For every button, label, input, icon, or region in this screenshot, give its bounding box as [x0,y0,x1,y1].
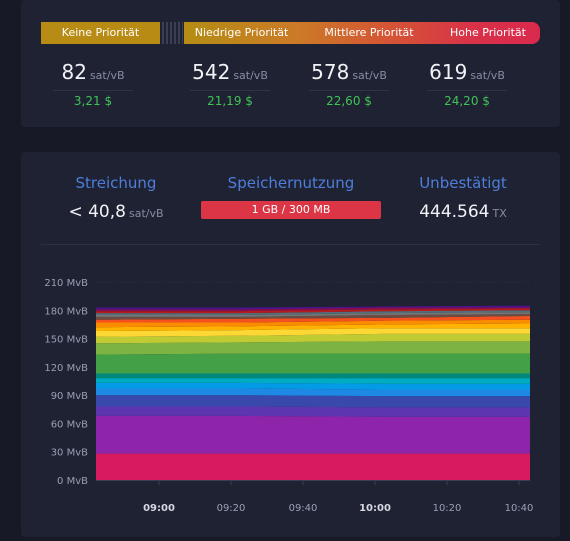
priority-gap-hatch [162,22,183,44]
fee-band-area[interactable] [96,315,530,323]
x-tick-label: 09:00 [143,503,175,514]
y-tick-label: 0 MvB [57,476,88,487]
fee-none: 82 sat/vB 3,21 $ [38,60,148,109]
fee-band-area[interactable] [96,415,530,454]
y-tick-label: 60 MvB [51,419,88,430]
y-tick-label: 210 MvB [44,278,88,289]
unconfirmed-stat: Unbestätigt 444.564 TX [403,174,523,222]
fee-band-area[interactable] [96,341,530,355]
memory-usage-bar: 1 GB / 300 MB [201,201,381,219]
priority-gradient-bar [184,22,540,44]
priority-high-label[interactable]: Hohe Priorität [450,26,526,39]
fee-band-area[interactable] [96,333,530,344]
fee-high-usd: 24,20 $ [427,90,507,108]
fee-band-area[interactable] [96,323,530,332]
fee-band-area[interactable] [96,453,530,480]
y-tick-label: 180 MvB [44,306,88,317]
unconfirmed-label: Unbestätigt [419,174,507,192]
y-tick-label: 30 MvB [51,448,88,459]
fee-low-unit: sat/vB [233,69,268,82]
fee-band-area[interactable] [96,388,530,397]
fee-band-area[interactable] [96,310,530,315]
y-tick-label: 120 MvB [44,363,88,374]
priority-mid-label[interactable]: Mittlere Priorität [324,26,414,39]
mempool-card: Streichung < 40,8 sat/vB Speichernutzung … [21,152,560,537]
fee-band-area[interactable] [96,378,530,384]
fee-mid-value: 578 [311,60,350,84]
x-tick-label: 09:40 [289,503,318,514]
fee-band-area[interactable] [96,305,530,310]
purge-value: < 40,8 [68,202,126,222]
fee-low-value: 542 [192,60,231,84]
memory-stat: Speichernutzung 1 GB / 300 MB [201,174,381,219]
fee-high: 619 sat/vB 24,20 $ [412,60,522,109]
x-tick-label: 10:40 [505,503,534,514]
y-tick-label: 90 MvB [51,391,88,402]
fee-band-area[interactable] [96,308,530,314]
x-tick-label: 10:20 [433,503,462,514]
fee-band-area[interactable] [96,382,530,390]
fee-band-area[interactable] [96,353,530,374]
purge-unit: sat/vB [128,207,164,220]
x-tick-label: 10:00 [359,503,391,514]
mempool-chart[interactable]: 0 MvB 30 MvB 60 MvB 90 MvB 120 MvB 150 MvB 180… [21,262,560,532]
fee-mid-usd: 22,60 $ [309,90,389,108]
fee-priority-card: Keine Priorität Niedrige Priorität Mittl… [21,0,560,127]
memory-label: Speichernutzung [227,174,355,192]
fee-mid-unit: sat/vB [352,69,387,82]
fee-band-area[interactable] [96,395,530,408]
fee-low: 542 sat/vB 21,19 $ [175,60,285,109]
fee-band-area[interactable] [96,406,530,417]
purge-stat: Streichung < 40,8 sat/vB [56,174,176,222]
y-tick-label: 150 MvB [44,335,88,346]
fee-band-area[interactable] [96,312,530,317]
unconfirmed-unit: TX [492,207,507,220]
fee-low-usd: 21,19 $ [190,90,270,108]
purge-label: Streichung [75,174,157,192]
fee-high-unit: sat/vB [470,69,505,82]
stats-divider [41,244,540,245]
x-tick-label: 09:20 [217,503,246,514]
unconfirmed-value: 444.564 [419,202,490,222]
priority-bar: Keine Priorität Niedrige Priorität Mittl… [41,22,540,44]
fee-band-area[interactable] [96,328,530,337]
fee-none-value: 82 [61,60,87,84]
fee-high-value: 619 [429,60,468,84]
priority-none-label[interactable]: Keine Priorität [41,22,160,44]
fee-none-usd: 3,21 $ [53,90,133,108]
fee-band-area[interactable] [96,373,530,379]
fee-mid: 578 sat/vB 22,60 $ [294,60,404,109]
priority-low-label[interactable]: Niedrige Priorität [194,26,289,39]
fee-band-area[interactable] [96,314,530,320]
fee-band-area[interactable] [96,307,530,312]
fee-band-area[interactable] [96,319,530,328]
fee-none-unit: sat/vB [89,69,125,82]
